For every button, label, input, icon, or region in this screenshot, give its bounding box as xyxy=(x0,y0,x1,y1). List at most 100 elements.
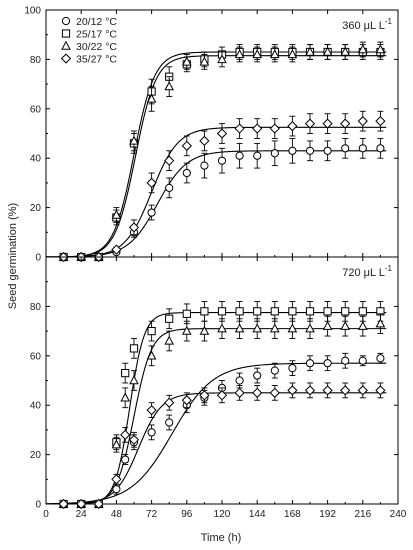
x-tick-label: 72 xyxy=(146,509,158,520)
data-point-circle xyxy=(341,356,350,365)
data-point-circle xyxy=(288,364,297,373)
x-tick-label: 96 xyxy=(181,509,193,520)
data-point-circle xyxy=(305,146,315,155)
data-point-diamond xyxy=(340,385,351,396)
fit-curve xyxy=(46,312,387,505)
data-point-diamond xyxy=(252,123,263,134)
data-point-square xyxy=(129,344,139,353)
data-point-diamond xyxy=(304,118,316,129)
data-point-diamond xyxy=(234,123,245,134)
fit-curve xyxy=(45,55,387,258)
data-point-circle xyxy=(147,428,156,437)
y-tick-label: 100 xyxy=(24,6,41,17)
data-point-diamond xyxy=(322,385,333,396)
data-point-square xyxy=(165,314,174,323)
panel-label-text: 720 μL L xyxy=(342,267,385,279)
x-tick-label: 240 xyxy=(390,509,407,520)
x-tick-label: 48 xyxy=(111,509,123,520)
data-point-diamond xyxy=(287,120,298,132)
data-point-diamond xyxy=(269,387,280,398)
data-point-triangle xyxy=(217,323,227,333)
data-point-triangle xyxy=(217,54,227,64)
data-point-triangle xyxy=(357,44,368,54)
data-point-triangle xyxy=(61,40,71,50)
fit-curve xyxy=(45,150,387,258)
fit-curve xyxy=(46,328,387,505)
panel-720: 0 24 48 72 96 120 144 168 192 216 240 0 20 40 60 80 720 … xyxy=(30,256,407,520)
data-point-triangle xyxy=(164,81,175,91)
data-point-circle xyxy=(323,359,332,368)
legend-entry-label: 20/12 °C xyxy=(76,16,117,28)
data-point-triangle xyxy=(111,439,122,449)
data-point-square xyxy=(253,307,262,316)
data-point-triangle xyxy=(146,93,157,103)
data-point-circle xyxy=(217,156,227,165)
data-point-circle xyxy=(182,168,191,178)
panel-label-superscript: -1 xyxy=(385,264,393,273)
data-point-circle xyxy=(358,144,367,153)
data-point-square xyxy=(217,307,227,316)
data-point-triangle xyxy=(357,320,368,330)
data-point-circle xyxy=(235,376,244,385)
data-point-triangle xyxy=(129,375,139,385)
data-point-square xyxy=(323,307,332,316)
data-point-square xyxy=(305,307,315,316)
data-point-diamond xyxy=(375,116,386,127)
data-point-circle xyxy=(147,208,156,217)
panel-concentration-label: 720 μL L-1 xyxy=(342,264,392,279)
data-point-diamond xyxy=(58,498,69,510)
data-point-diamond xyxy=(304,385,316,396)
data-point-triangle xyxy=(252,323,263,333)
series-circle xyxy=(59,137,385,262)
data-point-square xyxy=(147,327,156,336)
data-point-triangle xyxy=(234,49,245,59)
y-tick-label: 40 xyxy=(30,401,42,412)
y-tick-label: 60 xyxy=(30,104,42,115)
data-point-triangle xyxy=(340,46,351,56)
data-point-square xyxy=(358,307,367,316)
series-diamond xyxy=(58,382,386,510)
data-point-circle xyxy=(305,359,315,368)
data-point-triangle xyxy=(269,323,280,333)
data-point-triangle xyxy=(322,46,333,56)
panel-360: 0 20 40 60 80 100 360 μL L-1 20/12 °C25/17 °C30… xyxy=(24,6,399,264)
y-tick-label: 80 xyxy=(30,55,42,66)
data-point-diamond xyxy=(234,387,245,398)
data-point-square xyxy=(270,307,279,316)
data-point-diamond xyxy=(340,118,351,129)
data-point-triangle xyxy=(181,325,192,335)
data-point-circle xyxy=(376,144,385,153)
data-point-circle xyxy=(253,151,262,160)
fit-curve xyxy=(45,362,387,505)
panel-label-superscript: -1 xyxy=(385,17,393,26)
series-diamond xyxy=(58,110,386,263)
data-point-triangle xyxy=(120,392,131,402)
data-point-square xyxy=(121,368,130,378)
data-point-square xyxy=(61,29,71,38)
data-point-diamond xyxy=(111,474,122,485)
x-tick-label: 192 xyxy=(319,509,336,520)
data-point-diamond xyxy=(181,395,192,406)
data-point-square xyxy=(182,309,191,318)
data-point-diamond xyxy=(357,385,368,396)
data-point-circle xyxy=(270,366,279,375)
x-tick-label: 0 xyxy=(43,509,49,520)
shared-axis-labels: Seed germination (%) Time (h) xyxy=(7,203,241,544)
data-point-diamond xyxy=(199,135,210,147)
y-tick-label: 0 xyxy=(35,253,41,264)
data-point-circle xyxy=(288,146,297,155)
x-tick-label: 216 xyxy=(354,509,371,520)
data-point-diamond xyxy=(120,429,131,440)
data-point-triangle xyxy=(305,323,315,333)
data-point-diamond xyxy=(128,222,140,233)
data-point-square xyxy=(341,307,350,316)
panel-concentration-label: 360 μL L-1 xyxy=(342,17,392,32)
data-point-circle xyxy=(112,485,121,494)
data-point-diamond xyxy=(322,118,333,129)
data-point-circle xyxy=(253,371,262,380)
data-point-diamond xyxy=(146,177,157,189)
data-point-triangle xyxy=(234,323,245,333)
data-point-circle xyxy=(165,418,174,427)
data-point-diamond xyxy=(375,385,386,396)
